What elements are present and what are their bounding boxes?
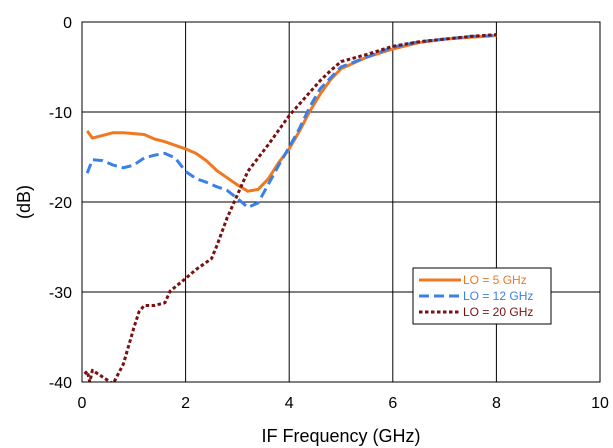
plot-area-frame	[81, 21, 601, 383]
y-tick-label: -20	[49, 195, 72, 212]
legend-label-3: LO = 20 GHz	[463, 305, 533, 319]
x-axis-title: IF Frequency (GHz)	[261, 426, 420, 446]
x-tick-label: 8	[492, 395, 501, 412]
x-tick-label: 6	[388, 395, 397, 412]
legend-label-1: LO = 5 GHz	[463, 273, 527, 287]
y-tick-label: 0	[63, 15, 72, 32]
x-tick-label: 0	[78, 395, 87, 412]
grid-lines	[81, 21, 601, 383]
y-tick-label: -40	[49, 375, 72, 392]
y-tick-label: -30	[49, 285, 72, 302]
legend: LO = 5 GHz LO = 12 GHz LO = 20 GHz	[412, 267, 552, 325]
series-line-1	[85, 34, 497, 193]
legend-label-2: LO = 12 GHz	[463, 289, 533, 303]
tick-labels: 0 2 4 6 8 10 0 -10 -20 -30 -40	[49, 15, 609, 412]
y-axis-title: (dB)	[14, 185, 34, 219]
x-tick-label: 2	[181, 395, 190, 412]
series-line-2	[85, 34, 497, 209]
x-tick-label: 10	[591, 395, 609, 412]
y-tick-label: -10	[49, 105, 72, 122]
series-layer	[83, 33, 497, 382]
series-line-3	[83, 33, 497, 382]
x-tick-label: 4	[285, 395, 294, 412]
